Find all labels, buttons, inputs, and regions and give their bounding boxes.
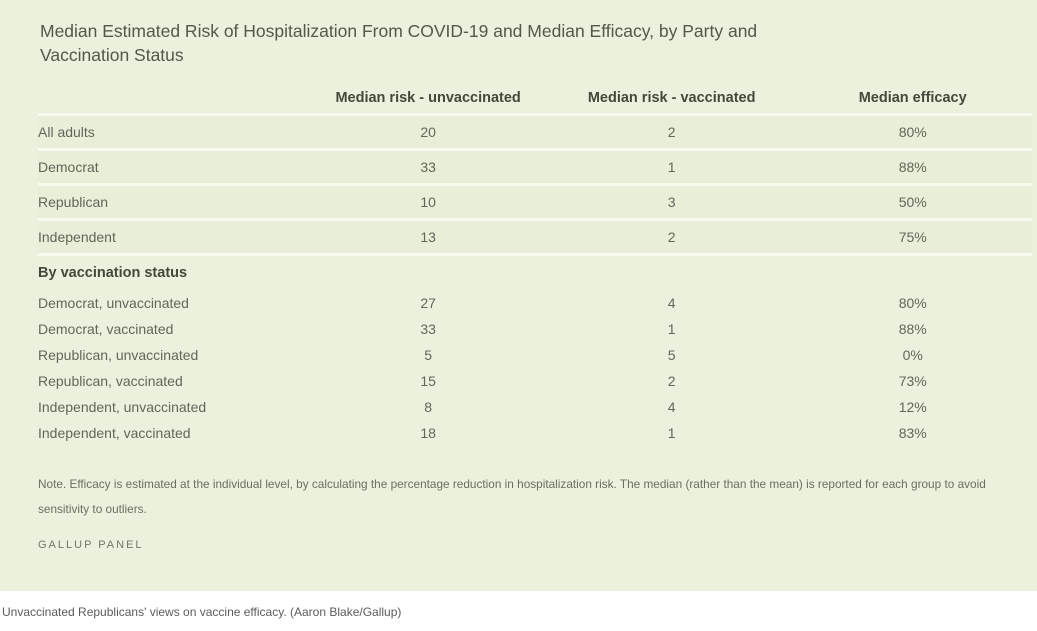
column-header-risk-unvaccinated: Median risk - unvaccinated: [335, 90, 521, 107]
efficacy-value: 80%: [898, 295, 927, 312]
risk-unvaccinated-value: 27: [420, 295, 436, 312]
risk-vaccinated-value: 1: [667, 321, 676, 338]
row-label: Republican, unvaccinated: [38, 347, 199, 364]
table-row-independent-vaccinated: Independent, vaccinated 18 1 83%: [38, 420, 1032, 446]
column-header-risk-vaccinated: Median risk - vaccinated: [587, 90, 756, 107]
section-header-row: By vaccination status: [38, 255, 1032, 291]
efficacy-value: 88%: [898, 321, 927, 338]
row-label: Independent, vaccinated: [38, 425, 191, 442]
risk-vaccinated-value: 2: [549, 113, 794, 152]
efficacy-value: 50%: [793, 183, 1032, 222]
risk-vaccinated-value: 3: [549, 183, 794, 222]
table-row-republican: Republican 10 3 50%: [38, 183, 1032, 222]
risk-table: Median risk - unvaccinated Median risk -…: [38, 83, 1032, 446]
risk-vaccinated-value: 4: [667, 399, 676, 416]
risk-vaccinated-value: 4: [667, 295, 676, 312]
risk-unvaccinated-value: 33: [306, 148, 550, 187]
efficacy-value: 12%: [898, 399, 927, 416]
risk-unvaccinated-value: 20: [306, 113, 550, 152]
risk-unvaccinated-value: 10: [306, 183, 550, 222]
row-label: All adults: [38, 113, 307, 152]
risk-unvaccinated-value: 13: [306, 218, 550, 257]
image-caption: Unvaccinated Republicans' views on vacci…: [2, 605, 402, 619]
row-label: Independent: [38, 218, 307, 257]
column-header-efficacy: Median efficacy: [858, 90, 967, 107]
source-label: GALLUP PANEL: [38, 539, 144, 552]
row-label: Democrat: [38, 148, 307, 187]
table-row-republican-unvaccinated: Republican, unvaccinated 5 5 0%: [38, 342, 1032, 368]
efficacy-value: 80%: [793, 113, 1032, 152]
table-row-independent: Independent 13 2 75%: [38, 218, 1032, 257]
row-label: Republican: [38, 183, 307, 222]
table-row-all-adults: All adults 20 2 80%: [38, 113, 1032, 152]
table-header-row: Median risk - unvaccinated Median risk -…: [38, 83, 1032, 115]
column-header-blank: [38, 83, 306, 115]
table-row-democrat: Democrat 33 1 88%: [38, 148, 1032, 187]
efficacy-value: 88%: [793, 148, 1032, 187]
table-row-democrat-unvaccinated: Democrat, unvaccinated 27 4 80%: [38, 290, 1032, 316]
risk-unvaccinated-value: 15: [420, 373, 436, 390]
risk-vaccinated-value: 1: [549, 148, 794, 187]
table-row-republican-vaccinated: Republican, vaccinated 15 2 73%: [38, 368, 1032, 394]
section-header-label: By vaccination status: [38, 265, 188, 282]
table-row-independent-unvaccinated: Independent, unvaccinated 8 4 12%: [38, 394, 1032, 420]
risk-vaccinated-value: 2: [549, 218, 794, 257]
risk-vaccinated-value: 2: [667, 373, 676, 390]
efficacy-value: 0%: [902, 347, 923, 364]
risk-vaccinated-value: 5: [667, 347, 676, 364]
table-note: Note. Efficacy is estimated at the indiv…: [38, 477, 986, 517]
risk-unvaccinated-value: 5: [424, 347, 433, 364]
risk-unvaccinated-value: 8: [424, 399, 433, 416]
chart-title: Median Estimated Risk of Hospitalization…: [40, 21, 758, 65]
efficacy-value: 75%: [793, 218, 1032, 257]
row-label: Democrat, unvaccinated: [38, 295, 189, 312]
row-label: Republican, vaccinated: [38, 373, 183, 390]
row-label: Democrat, vaccinated: [38, 321, 174, 338]
risk-vaccinated-value: 1: [667, 425, 676, 442]
gallup-table-panel: Median Estimated Risk of Hospitalization…: [0, 0, 1037, 591]
risk-unvaccinated-value: 33: [420, 321, 436, 338]
risk-unvaccinated-value: 18: [420, 425, 436, 442]
efficacy-value: 83%: [898, 425, 927, 442]
efficacy-value: 73%: [898, 373, 927, 390]
table-row-democrat-vaccinated: Democrat, vaccinated 33 1 88%: [38, 316, 1032, 342]
row-label: Independent, unvaccinated: [38, 399, 207, 416]
